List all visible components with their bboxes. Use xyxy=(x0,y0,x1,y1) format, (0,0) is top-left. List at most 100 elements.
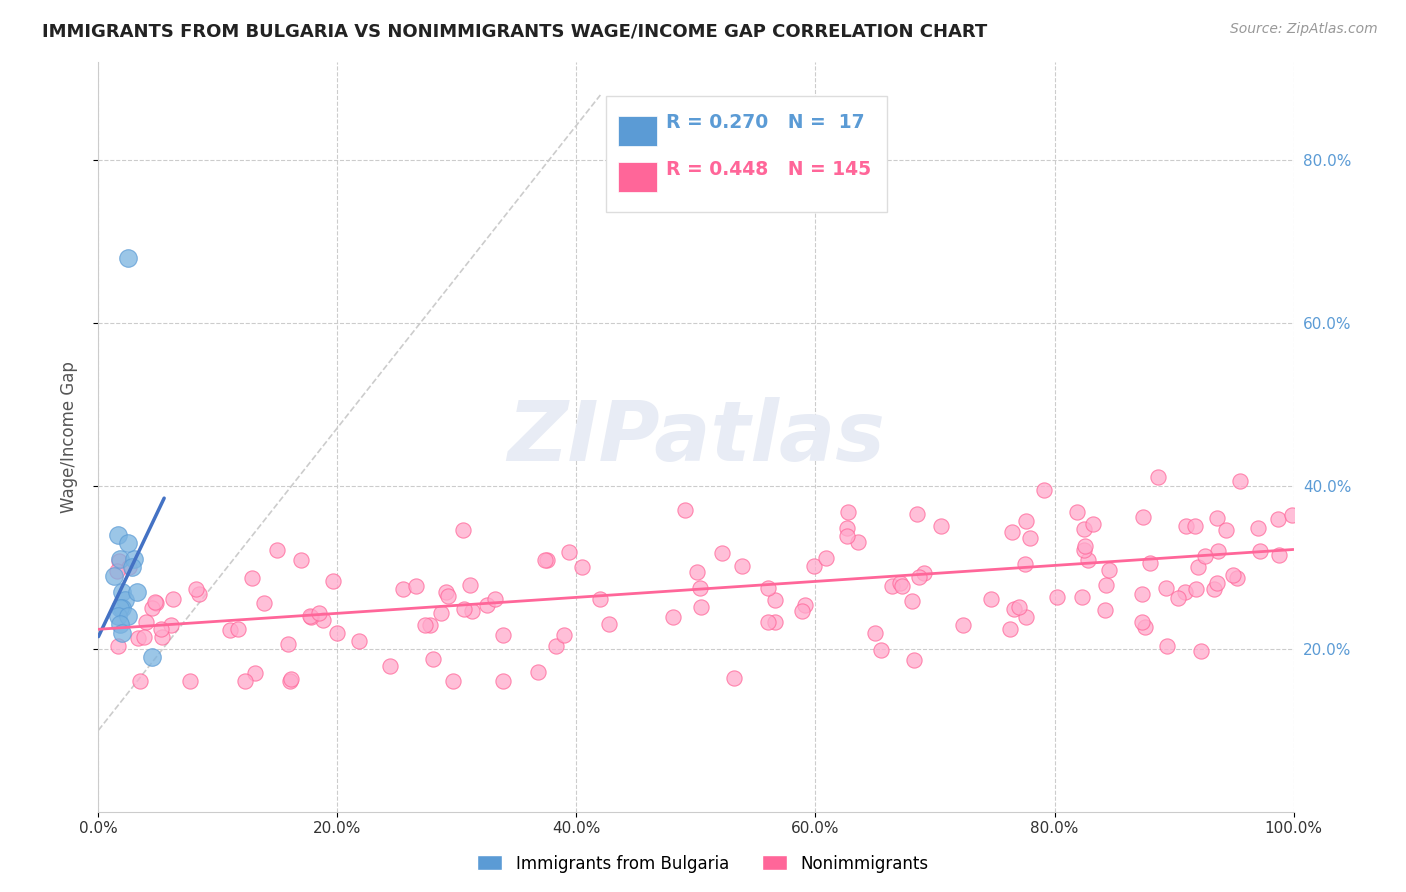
Point xyxy=(150,630,173,644)
Point xyxy=(441,674,464,689)
Point xyxy=(1205,576,1227,591)
Point xyxy=(299,609,322,624)
Point xyxy=(162,592,184,607)
Point xyxy=(673,503,696,517)
Point xyxy=(108,601,131,615)
Point xyxy=(107,609,129,624)
Point xyxy=(571,559,593,574)
Point xyxy=(434,585,457,599)
Point xyxy=(689,581,711,595)
Point xyxy=(1033,483,1056,497)
Point xyxy=(1019,532,1042,546)
Point xyxy=(179,674,201,689)
Point xyxy=(998,623,1021,637)
Point xyxy=(731,559,754,574)
Point xyxy=(117,251,139,265)
Point xyxy=(723,672,745,686)
Point xyxy=(803,558,825,573)
Point xyxy=(546,639,568,653)
Point xyxy=(863,626,886,640)
Point xyxy=(108,554,131,568)
Point xyxy=(1167,591,1189,605)
Point xyxy=(1194,549,1216,563)
Point xyxy=(882,579,904,593)
Point xyxy=(1074,539,1097,553)
Text: R = 0.448   N = 145: R = 0.448 N = 145 xyxy=(666,160,872,179)
Point xyxy=(430,607,453,621)
Point xyxy=(405,579,427,593)
Point xyxy=(422,652,444,666)
Point xyxy=(453,523,475,537)
Point xyxy=(492,674,515,689)
Point xyxy=(690,599,713,614)
Point xyxy=(219,623,242,637)
Point xyxy=(1014,558,1036,572)
Point xyxy=(266,542,288,557)
Point xyxy=(491,628,513,642)
Point xyxy=(1002,602,1025,616)
Point xyxy=(1156,639,1178,653)
Point xyxy=(534,553,557,567)
Point xyxy=(931,518,953,533)
Point xyxy=(436,590,458,604)
Point xyxy=(111,625,134,640)
Point xyxy=(1098,563,1121,577)
Text: R = 0.270   N =  17: R = 0.270 N = 17 xyxy=(666,113,865,132)
Point xyxy=(121,560,143,574)
Point xyxy=(143,594,166,608)
Point xyxy=(1215,523,1237,537)
Point xyxy=(890,579,912,593)
Bar xyxy=(619,162,657,192)
FancyBboxPatch shape xyxy=(606,96,887,212)
Point xyxy=(589,592,612,607)
Point xyxy=(1094,603,1116,617)
Point xyxy=(111,584,134,599)
Point xyxy=(141,650,163,665)
Point xyxy=(308,606,330,620)
Point xyxy=(1202,582,1225,596)
Point xyxy=(1229,474,1251,488)
Point xyxy=(908,570,931,584)
Point xyxy=(114,593,136,607)
Point xyxy=(1189,644,1212,658)
Point xyxy=(108,552,131,566)
Point xyxy=(458,578,481,592)
Point xyxy=(280,672,302,686)
Point xyxy=(763,615,786,629)
Point xyxy=(226,622,249,636)
Text: IMMIGRANTS FROM BULGARIA VS NONIMMIGRANTS WAGE/INCOME GAP CORRELATION CHART: IMMIGRANTS FROM BULGARIA VS NONIMMIGRANT… xyxy=(42,22,987,40)
Point xyxy=(107,528,129,542)
Y-axis label: Wage/Income Gap: Wage/Income Gap xyxy=(59,361,77,513)
Point xyxy=(326,626,349,640)
Point xyxy=(756,581,779,595)
Point xyxy=(135,615,157,630)
Point xyxy=(160,618,183,632)
Point xyxy=(278,674,301,689)
Point xyxy=(1247,520,1270,534)
Point xyxy=(245,666,267,681)
Point xyxy=(188,587,211,601)
Point xyxy=(553,628,575,642)
Point xyxy=(141,600,163,615)
Point xyxy=(793,599,815,613)
Point xyxy=(484,592,506,607)
Point xyxy=(1095,578,1118,592)
Point xyxy=(889,575,911,590)
Point xyxy=(1222,567,1244,582)
Point xyxy=(145,596,167,610)
Point xyxy=(869,643,891,657)
Point xyxy=(815,550,838,565)
Point xyxy=(253,596,276,610)
Point xyxy=(1081,517,1104,532)
Bar xyxy=(619,116,657,145)
Point xyxy=(1066,505,1088,519)
Point xyxy=(1249,544,1271,558)
Point xyxy=(1184,519,1206,533)
Point xyxy=(461,604,484,618)
Point xyxy=(835,521,858,535)
Point xyxy=(1187,560,1209,574)
Point xyxy=(527,665,550,680)
Point xyxy=(1147,469,1170,483)
Point xyxy=(125,584,148,599)
Point xyxy=(1073,523,1095,537)
